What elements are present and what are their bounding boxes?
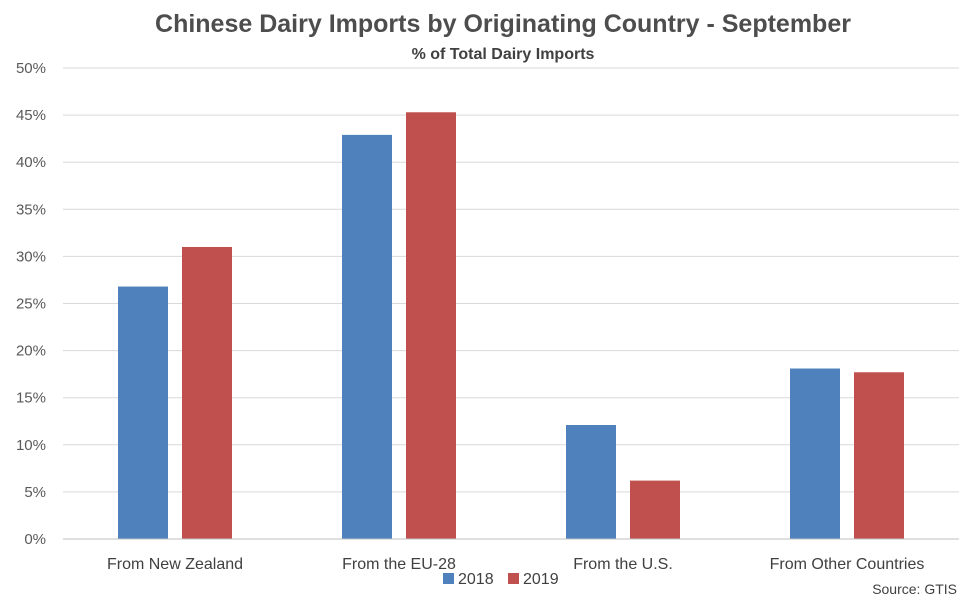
- bars: [118, 112, 904, 540]
- bar-2019-1: [406, 112, 456, 540]
- source-note: Source: GTIS: [872, 581, 957, 597]
- y-tick-label: 15%: [16, 390, 46, 407]
- y-tick-label: 20%: [16, 343, 46, 360]
- y-axis-tick-labels: 0% 5% 10% 15% 20% 25% 30% 35% 40% 45% 50%: [16, 60, 46, 548]
- y-tick-label: 0%: [24, 531, 46, 548]
- legend-label-2018: 2018: [458, 571, 494, 588]
- legend-label-2019: 2019: [523, 571, 559, 588]
- chart-title: Chinese Dairy Imports by Originating Cou…: [155, 10, 851, 38]
- y-tick-label: 10%: [16, 437, 46, 454]
- chart-subtitle: % of Total Dairy Imports: [412, 46, 595, 63]
- bar-2019-3: [854, 372, 904, 539]
- bar-2018-3: [790, 368, 840, 539]
- legend-swatch-2018: [443, 573, 454, 584]
- y-tick-label: 45%: [16, 107, 46, 124]
- y-tick-label: 40%: [16, 154, 46, 171]
- legend-swatch-2019: [508, 573, 519, 584]
- y-tick-label: 50%: [16, 60, 46, 77]
- bar-2018-1: [342, 134, 392, 539]
- bar-2019-0: [182, 246, 232, 540]
- x-axis-category-labels: From New Zealand From the EU-28 From the U…: [107, 556, 924, 573]
- y-tick-label: 25%: [16, 296, 46, 313]
- x-category-label: From the U.S.: [573, 556, 673, 573]
- y-tick-label: 35%: [16, 201, 46, 218]
- y-tick-label: 30%: [16, 248, 46, 265]
- y-tick-label: 5%: [24, 484, 46, 501]
- x-category-label: From New Zealand: [107, 556, 243, 573]
- legend: 2018 2019: [443, 571, 559, 588]
- bar-2019-2: [630, 480, 680, 539]
- bar-2018-0: [118, 286, 168, 539]
- x-category-label: From Other Countries: [770, 556, 925, 573]
- bar-2018-2: [566, 425, 616, 539]
- x-category-label: From the EU-28: [342, 556, 456, 573]
